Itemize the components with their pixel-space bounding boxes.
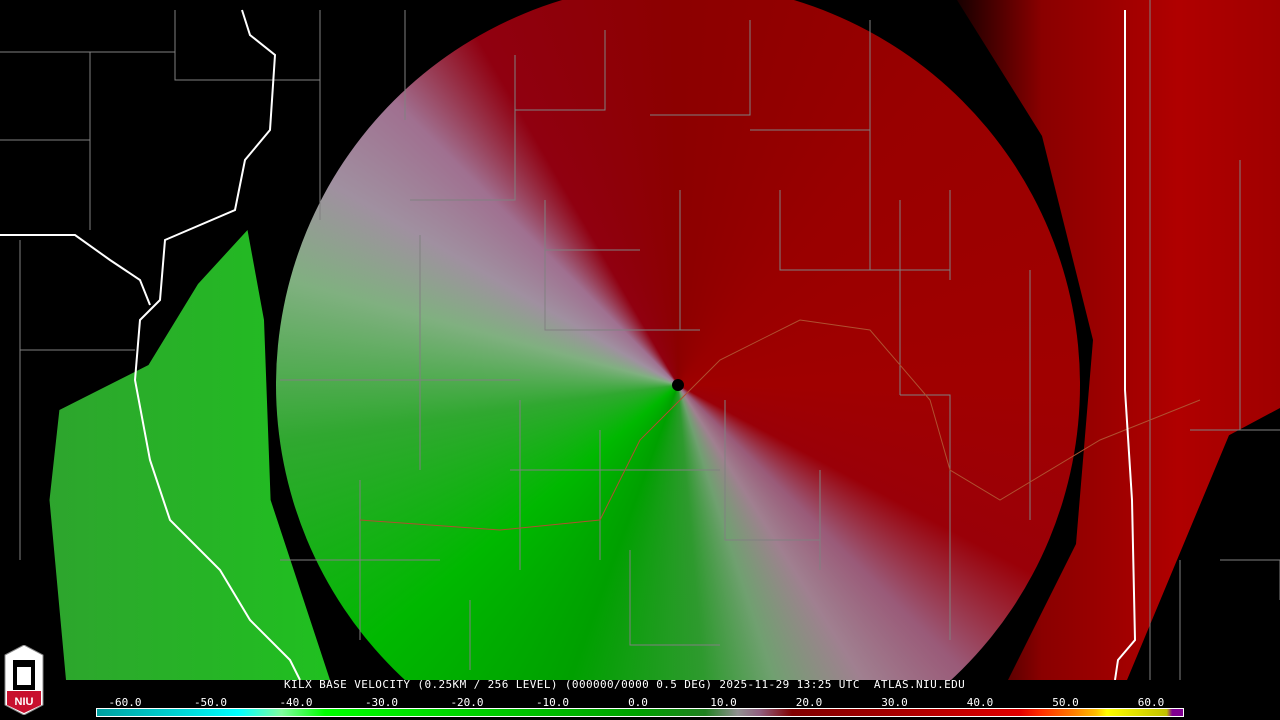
legend-tick-label: -50.0 — [193, 696, 228, 709]
legend-tick-label: 30.0 — [881, 696, 908, 709]
velocity-colorbar — [96, 708, 1184, 717]
legend-tick-label: -20.0 — [450, 696, 484, 709]
product-caption: KILX BASE VELOCITY (0.25KM / 256 LEVEL) … — [284, 678, 966, 691]
legend-tick-label: 60.0 — [1137, 696, 1165, 709]
radar-map — [0, 0, 1280, 680]
legend-tick-label: -40.0 — [279, 696, 313, 709]
legend-tick-label: 40.0 — [966, 696, 994, 709]
county-boundaries — [0, 0, 1280, 680]
rivers — [359, 319, 1201, 531]
legend-tick-label: 10.0 — [710, 696, 737, 709]
logo-text: NIU — [15, 696, 34, 708]
legend-tick-label: 50.0 — [1052, 696, 1079, 709]
legend-tick-label: 0.0 — [628, 696, 648, 709]
velocity-sweep — [276, 0, 1080, 680]
legend-tick-label: 20.0 — [795, 696, 823, 709]
niu-logo: NIU — [4, 645, 44, 715]
state-boundaries — [0, 9, 1137, 680]
legend-tick-label: -60.0 — [108, 696, 142, 709]
map-overlay — [0, 0, 1280, 680]
legend-tick-label: -10.0 — [535, 696, 570, 709]
legend-tick-label: -30.0 — [364, 696, 399, 709]
radar-site-marker — [672, 379, 684, 391]
